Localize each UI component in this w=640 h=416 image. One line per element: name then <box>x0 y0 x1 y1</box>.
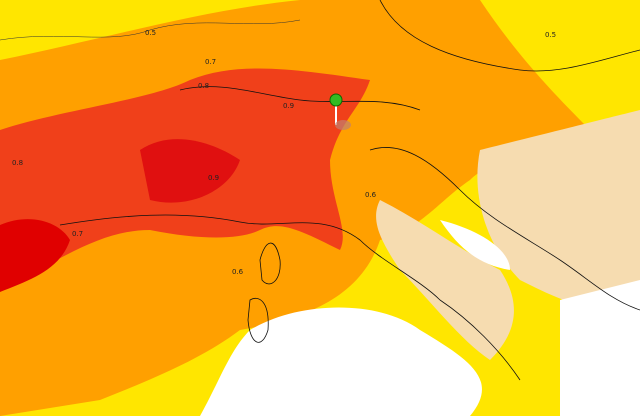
border <box>379 0 640 72</box>
contour <box>0 19 301 41</box>
contour-label: 0.8 <box>12 159 23 167</box>
border <box>179 86 421 111</box>
contour-label: 0.5 <box>545 31 556 39</box>
coastline <box>59 214 521 381</box>
white-zone <box>560 280 640 416</box>
contour-label: 0.6 <box>365 191 377 199</box>
contour-label: 0.5 <box>145 29 156 37</box>
contour-label: 0.7 <box>205 58 216 66</box>
contour-label: 0.8 <box>198 82 209 90</box>
contour-label: 0.9 <box>283 102 294 110</box>
island <box>259 242 281 285</box>
dark-red-zone <box>0 219 70 292</box>
white-zone <box>200 307 482 416</box>
location-pin[interactable] <box>329 93 343 107</box>
island <box>247 297 269 343</box>
contour-label: 0.7 <box>72 230 83 238</box>
pin-shadow <box>335 120 351 130</box>
tan-zone <box>477 110 640 309</box>
coastline <box>369 147 640 311</box>
contour-label: 0.6 <box>232 268 244 276</box>
dark-red-zone <box>140 139 240 203</box>
contour-label: 0.9 <box>208 174 219 182</box>
white-zone <box>440 220 510 270</box>
tan-zone <box>376 200 514 360</box>
